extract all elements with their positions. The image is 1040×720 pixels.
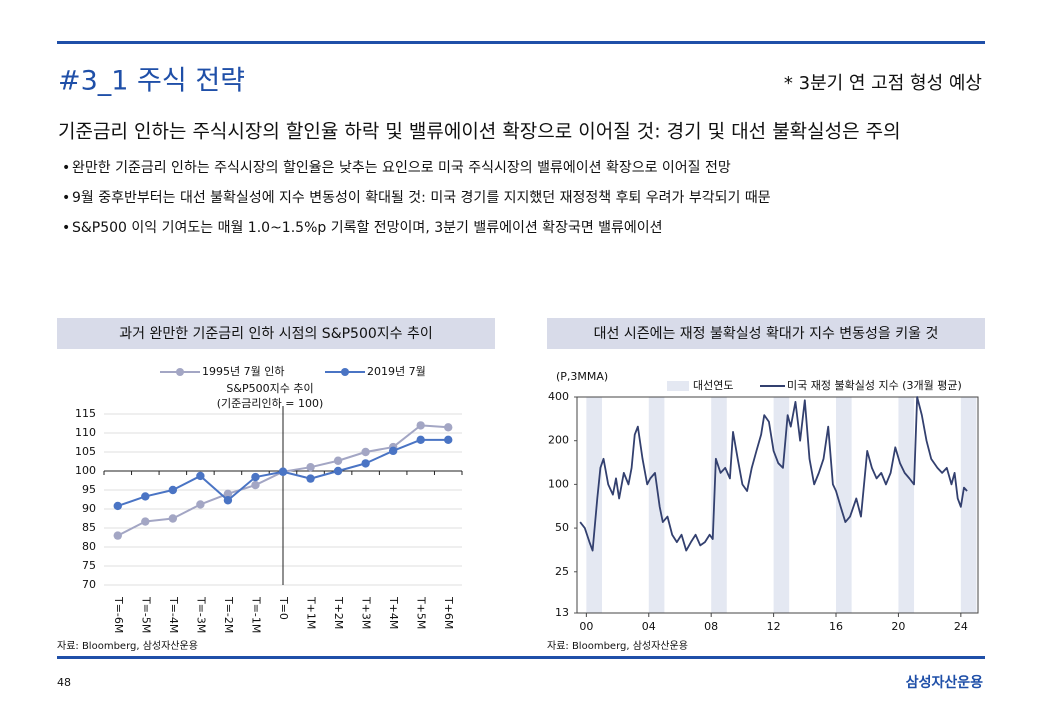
- slide-title: #3_1 주식 전략: [58, 66, 245, 97]
- point: [113, 501, 122, 511]
- y-tick-label: 85: [82, 521, 96, 534]
- legend-label: 1995년 7월 인하: [202, 364, 284, 378]
- bullet-dot: •: [62, 160, 70, 176]
- plot-frame: [576, 396, 979, 614]
- x-tick-label: 16: [829, 620, 843, 633]
- point: [333, 466, 343, 476]
- chart-title: 과거 완만한 기준금리 인하 시점의 S&P500지수 추이: [119, 326, 433, 342]
- legend-label: 2019년 7월: [367, 365, 426, 378]
- brand: 삼성자산운용: [906, 674, 983, 691]
- y-tick-label: 400: [548, 390, 569, 403]
- chart-title-box: [547, 318, 985, 349]
- slide-note: * 3분기 연 고점 형성 예상: [784, 73, 982, 94]
- source: 자료: Bloomberg, 삼성자산운용: [57, 640, 198, 652]
- x-tick-label: 24: [954, 620, 968, 633]
- point: [416, 435, 425, 445]
- point: [388, 446, 398, 456]
- x-tick-label: 12: [767, 620, 781, 633]
- legend-swatch: [176, 368, 184, 376]
- point: [168, 514, 178, 523]
- y-tick-label: 110: [75, 426, 96, 439]
- shaded-span: [711, 397, 727, 613]
- chart-title-box: [57, 318, 495, 349]
- bullet: 완만한 기준금리 인하는 주식시장의 할인율은 낮추는 요인으로 미국 주식시장…: [72, 160, 731, 176]
- x-tick-label: T=-6M: [112, 596, 125, 633]
- point: [168, 485, 178, 495]
- point: [444, 423, 453, 432]
- point: [444, 435, 453, 445]
- point: [223, 489, 233, 498]
- x-tick-label: T+1M: [305, 596, 318, 629]
- x-tick-label: T=-3M: [194, 596, 207, 633]
- point: [361, 459, 370, 468]
- x-tick-label: T+3M: [360, 596, 373, 629]
- x-tick-label: T+2M: [332, 596, 345, 629]
- y-tick-label: 200: [548, 434, 569, 447]
- point: [113, 531, 122, 540]
- bullet: 9월 중후반부터는 대선 불확실성에 지수 변동성이 확대될 것: 미국 경기를…: [72, 190, 771, 206]
- top-rule: [57, 41, 985, 44]
- y-tick-label: 25: [555, 565, 569, 578]
- shaded-span: [586, 397, 602, 613]
- bullet-dot: •: [62, 220, 70, 236]
- y-tick-label: 80: [82, 540, 96, 553]
- point: [306, 474, 315, 483]
- chart-title: 대선 시즌에는 재정 불확실성 확대가 지수 변동성을 키울 것: [594, 326, 939, 342]
- x-tick-label: T+6M: [442, 596, 455, 629]
- source: 자료: Bloomberg, 삼성자산운용: [547, 640, 688, 652]
- point: [333, 456, 343, 465]
- x-tick-label: T=-4M: [167, 596, 180, 633]
- point: [361, 447, 370, 457]
- chart-annotation: S&P500지수 추이: [226, 382, 313, 395]
- point: [416, 421, 425, 430]
- series-line: [579, 396, 968, 552]
- x-tick-label: 00: [579, 620, 593, 633]
- y-tick-label: 105: [75, 445, 96, 458]
- x-tick-label: T=-5M: [139, 596, 152, 633]
- x-tick-label: T=-1M: [249, 596, 262, 633]
- page-number: 48: [57, 676, 71, 689]
- chart-annotation: (기준금리인하 = 100): [217, 396, 324, 410]
- point: [223, 496, 233, 505]
- y-tick-label: 13: [555, 606, 569, 619]
- shaded-span: [898, 397, 915, 613]
- legend-swatch: [667, 381, 689, 391]
- y-tick-label: 50: [555, 521, 569, 534]
- y-tick-label: 100: [75, 464, 96, 477]
- y-tick-label: 100: [548, 477, 569, 490]
- shaded-span: [960, 397, 977, 613]
- y-tick-label: 115: [75, 407, 96, 420]
- x-tick-label: 04: [642, 620, 656, 633]
- point: [196, 471, 205, 481]
- point: [278, 467, 288, 476]
- bottom-rule: [57, 656, 985, 659]
- y-axis-label: (P,3MMA): [556, 370, 608, 383]
- x-tick-label: T=0: [277, 596, 290, 620]
- legend-swatch: [341, 368, 349, 376]
- point: [141, 517, 150, 526]
- x-tick-label: T=-2M: [222, 596, 235, 633]
- point: [251, 472, 260, 482]
- legend-label: 대선연도: [693, 379, 733, 392]
- y-tick-label: 90: [82, 502, 96, 515]
- x-tick-label: 08: [704, 620, 718, 633]
- point: [306, 463, 315, 472]
- point: [251, 480, 260, 490]
- shaded-span: [836, 397, 852, 613]
- bullet: S&P500 이익 기여도는 매월 1.0~1.5%p 기록할 전망이며, 3분…: [72, 220, 663, 236]
- legend-label: 미국 재정 불확실성 지수 (3개월 평균): [787, 379, 962, 392]
- headline: 기준금리 인하는 주식시장의 할인율 하락 및 밸류에이션 확장으로 이어질 것…: [58, 121, 901, 143]
- y-tick-label: 75: [82, 559, 96, 572]
- point: [196, 500, 205, 509]
- bullet-dot: •: [62, 190, 70, 206]
- point: [141, 492, 150, 501]
- x-tick-label: T+4M: [387, 596, 400, 629]
- y-tick-label: 70: [82, 578, 96, 591]
- y-tick-label: 95: [82, 483, 96, 496]
- shaded-span: [648, 397, 665, 613]
- x-tick-label: T+5M: [415, 596, 428, 629]
- x-tick-label: 20: [891, 620, 905, 633]
